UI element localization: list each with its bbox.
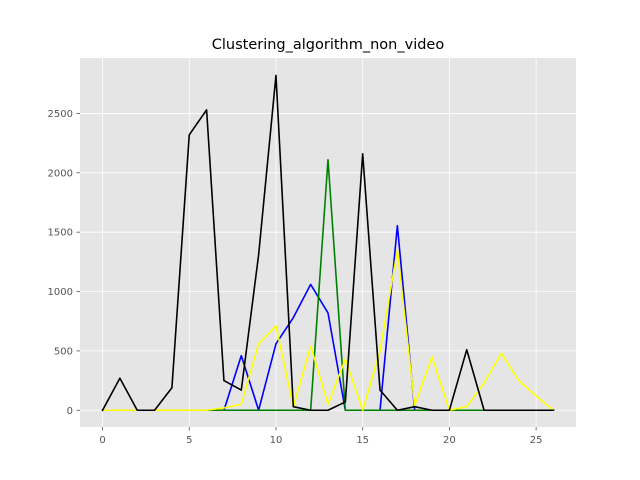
y-tick-label: 2500 xyxy=(48,109,73,120)
x-tick-label: 15 xyxy=(356,435,369,446)
y-tick-label: 1500 xyxy=(48,228,73,239)
plot-area xyxy=(80,58,576,427)
x-tick-label: 5 xyxy=(186,435,192,446)
chart-title: Clustering_algorithm_non_video xyxy=(212,37,445,53)
y-tick-label: 500 xyxy=(54,346,73,357)
x-tick-label: 0 xyxy=(99,435,105,446)
series-group xyxy=(101,74,555,412)
x-axis: 0 5 10 15 20 25 xyxy=(99,427,542,446)
x-tick-label: 10 xyxy=(270,435,283,446)
y-tick-label: 0 xyxy=(67,406,73,417)
y-tick-label: 1000 xyxy=(48,287,73,298)
y-tick-label: 2000 xyxy=(48,168,73,179)
series-line-4 xyxy=(101,74,555,412)
x-tick-label: 20 xyxy=(443,435,456,446)
y-axis: 0 500 1000 1500 2000 2500 xyxy=(48,109,80,417)
x-tick-label: 25 xyxy=(530,435,543,446)
